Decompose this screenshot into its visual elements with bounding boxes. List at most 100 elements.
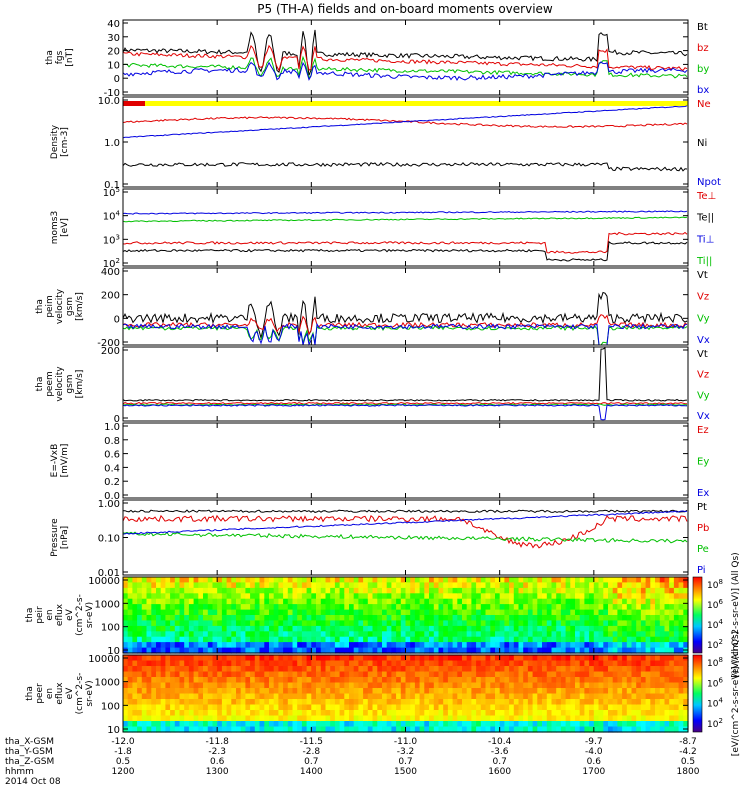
heatmap-cell <box>414 625 421 632</box>
heatmap-cell <box>537 615 543 621</box>
legend-label: Vy <box>697 390 710 401</box>
heatmap-cell <box>236 647 242 654</box>
heatmap-cell <box>447 609 454 616</box>
heatmap-cell <box>480 726 487 733</box>
x-tick-label: -12.0 <box>111 737 135 747</box>
heatmap-cell <box>217 666 223 673</box>
heatmap-cell <box>287 699 294 706</box>
heatmap-cell <box>207 682 214 689</box>
heatmap-cell <box>358 647 364 654</box>
heatmap-cell <box>344 604 350 611</box>
heatmap-cell <box>631 620 637 627</box>
heatmap-cell <box>673 693 680 700</box>
heatmap-cell <box>608 666 614 673</box>
legend-label: Ti⊥ <box>696 234 714 245</box>
heatmap-cell <box>612 688 618 695</box>
heatmap-cell <box>608 721 614 728</box>
heatmap-cell <box>443 710 449 717</box>
heatmap-cell <box>433 699 440 706</box>
heatmap-cell <box>396 655 402 662</box>
heatmap-cell <box>358 577 364 583</box>
heatmap-cell <box>513 726 520 733</box>
colorbar-tick-label: 106 <box>707 676 723 689</box>
heatmap-cell <box>283 598 289 605</box>
heatmap-cell <box>367 726 374 733</box>
heatmap-cell <box>283 726 289 733</box>
heatmap-cell <box>598 625 604 632</box>
series-line <box>122 514 688 549</box>
heatmap-cell <box>584 715 590 722</box>
heatmap-cell <box>570 715 576 722</box>
heatmap-cell <box>466 604 472 611</box>
heatmap-cell <box>466 625 472 632</box>
y-tick-label: 0.10 <box>98 534 120 545</box>
heatmap-cell <box>212 710 218 717</box>
heatmap-cell <box>429 636 435 643</box>
heatmap-cell <box>410 704 416 711</box>
heatmap-cell <box>433 577 440 583</box>
y-axis-label: [mV/m] <box>60 444 70 478</box>
heatmap-cell <box>424 710 430 717</box>
heatmap-cell <box>462 715 468 722</box>
heatmap-cell <box>325 688 331 695</box>
heatmap-cell <box>462 642 468 649</box>
heatmap-cell <box>132 699 138 706</box>
heatmap-cell <box>259 577 265 583</box>
heatmap-cell <box>203 682 209 689</box>
heatmap-cell <box>301 609 308 616</box>
heatmap-cell <box>382 609 388 616</box>
heatmap-cell <box>546 721 553 728</box>
heatmap-cell <box>636 710 642 717</box>
heatmap-cell <box>457 609 463 616</box>
heatmap-cell <box>513 604 520 611</box>
heatmap-cell <box>452 593 458 600</box>
heatmap-cell <box>659 647 666 654</box>
heatmap-cell <box>462 688 468 695</box>
heatmap-cell <box>419 677 425 684</box>
heatmap-cell <box>301 598 308 605</box>
heatmap-cell <box>509 677 515 684</box>
heatmap-cell <box>433 598 440 605</box>
heatmap-cell <box>683 642 689 649</box>
heatmap-cell <box>410 721 416 728</box>
heatmap-cell <box>584 582 590 589</box>
heatmap-cell <box>565 655 571 662</box>
heatmap-cell <box>391 604 397 611</box>
heatmap-cell <box>664 726 670 733</box>
heatmap-cell <box>292 715 298 722</box>
heatmap-cell <box>631 671 637 678</box>
heatmap-cell <box>377 582 383 589</box>
heatmap-cell <box>151 704 157 711</box>
heatmap-cell <box>499 609 505 616</box>
heatmap-cell <box>405 699 411 706</box>
heatmap-cell <box>509 631 515 638</box>
heatmap-cell <box>612 604 618 611</box>
heatmap-cell <box>236 593 242 600</box>
heatmap-cell <box>560 577 567 583</box>
heatmap-cell <box>655 609 661 616</box>
heatmap-cell <box>217 704 223 711</box>
heatmap-cell <box>334 677 341 684</box>
heatmap-cell <box>433 587 440 594</box>
heatmap-cell <box>603 677 609 684</box>
heatmap-cell <box>424 655 430 662</box>
heatmap-cell <box>386 682 392 689</box>
heatmap-cell <box>212 671 218 678</box>
heatmap-cell <box>141 636 148 643</box>
heatmap-cell <box>198 699 204 706</box>
heatmap-cell <box>358 660 364 667</box>
heatmap-cell <box>410 642 416 649</box>
heatmap-cell <box>141 704 148 711</box>
heatmap-cell <box>396 625 402 632</box>
heatmap-cell <box>363 660 369 667</box>
heatmap-cell <box>306 609 312 616</box>
y-axis-label: en <box>45 609 55 620</box>
heatmap-cell <box>212 609 218 616</box>
heatmap-cell <box>141 671 148 678</box>
heatmap-cell <box>311 710 317 717</box>
heatmap-cell <box>466 609 472 616</box>
legend-label: Vz <box>697 292 709 303</box>
heatmap-cell <box>655 671 661 678</box>
heatmap-cell <box>141 699 148 706</box>
heatmap-cell <box>325 598 331 605</box>
